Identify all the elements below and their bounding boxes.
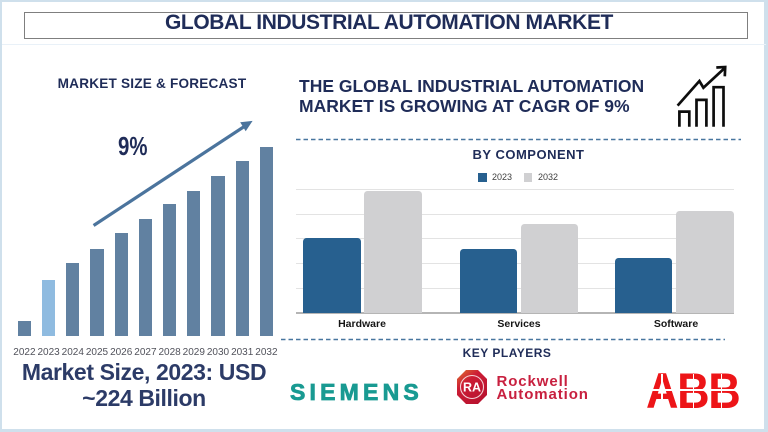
svg-text:RA: RA: [462, 381, 480, 395]
